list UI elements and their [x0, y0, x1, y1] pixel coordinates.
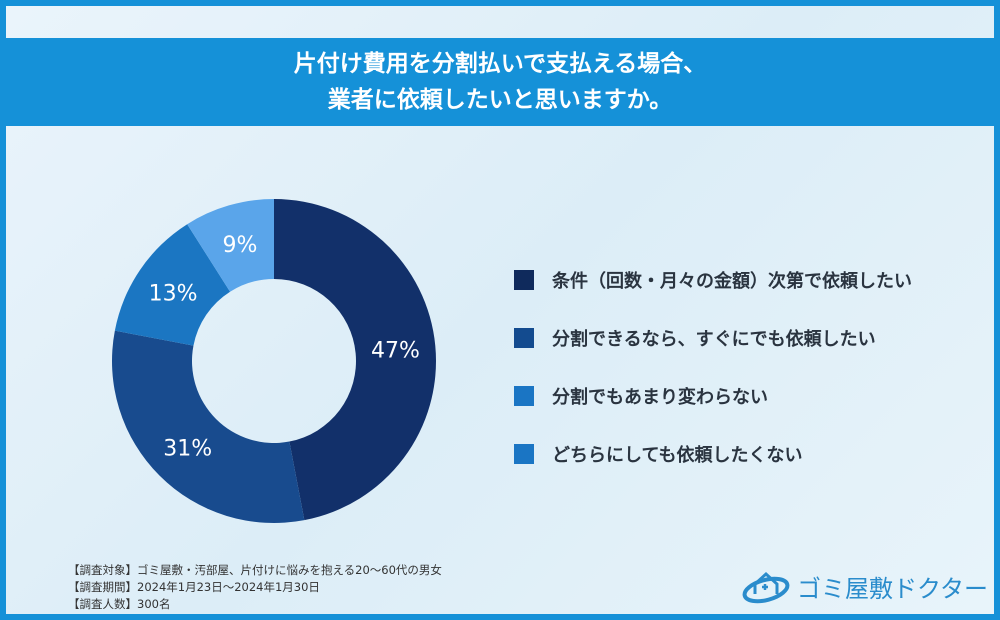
legend-item: 条件（回数・月々の金額）次第で依頼したい — [514, 251, 912, 309]
legend-label: どちらにしても依頼したくない — [552, 445, 803, 466]
slice-label: 13% — [149, 281, 198, 306]
donut-chart: 47% 31% 13% 9% — [111, 199, 436, 523]
donut-slice — [187, 199, 274, 292]
title-line-1: 片付け費用を分割払いで支払える場合、 — [293, 51, 707, 77]
survey-notes: 【調査対象】ゴミ屋敷・汚部屋、片付けに悩みを抱える20～60代の男女 【調査期間… — [68, 562, 442, 613]
title-banner: 片付け費用を分割払いで支払える場合、 業者に依頼したいと思いますか。 — [6, 38, 994, 126]
donut-slice — [111, 330, 305, 523]
slice-label: 47% — [371, 339, 420, 364]
title-line-2: 業者に依頼したいと思いますか。 — [327, 87, 673, 113]
legend-swatch — [514, 328, 534, 348]
note-period: 【調査期間】2024年1月23日～2024年1月30日 — [68, 580, 320, 594]
legend: 条件（回数・月々の金額）次第で依頼したい 分割できるなら、すぐにでも依頼したい 分割… — [514, 251, 912, 483]
legend-item: 分割でもあまり変わらない — [514, 367, 912, 425]
logo-text: ゴミ屋敷ドクター — [797, 574, 989, 603]
legend-swatch — [514, 386, 534, 406]
donut-slice — [274, 199, 436, 521]
house-cross-swoosh-icon — [742, 571, 790, 604]
legend-label: 条件（回数・月々の金額）次第で依頼したい — [552, 271, 912, 292]
legend-item: 分割できるなら、すぐにでも依頼したい — [514, 309, 912, 367]
note-count: 【調査人数】300名 — [68, 597, 171, 611]
donut-slice — [114, 224, 231, 346]
legend-swatch — [514, 270, 534, 290]
note-target: 【調査対象】ゴミ屋敷・汚部屋、片付けに悩みを抱える20～60代の男女 — [68, 563, 442, 577]
legend-label: 分割でもあまり変わらない — [552, 387, 768, 408]
slice-label: 31% — [163, 436, 212, 461]
brand-logo: ゴミ屋敷ドクター — [741, 568, 988, 604]
legend-swatch — [514, 444, 534, 464]
legend-label: 分割できるなら、すぐにでも依頼したい — [552, 329, 876, 350]
legend-item: どちらにしても依頼したくない — [514, 425, 912, 483]
slice-label: 9% — [223, 233, 258, 258]
